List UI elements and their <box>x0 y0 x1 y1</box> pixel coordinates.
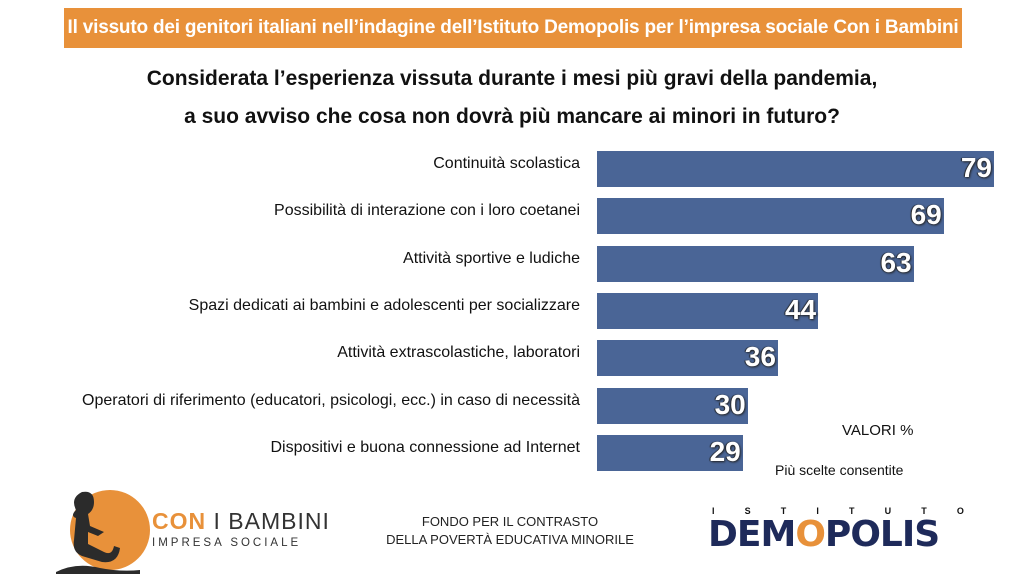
demopolis-top-letter: S <box>744 506 751 516</box>
demopolis-top-letter: T <box>921 506 927 516</box>
category-label: Operatori di riferimento (educatori, psi… <box>82 391 580 409</box>
bar <box>597 387 748 424</box>
chart-question: Considerata l’esperienza vissuta durante… <box>0 60 1024 136</box>
demopolis-top-letter: O <box>956 506 964 516</box>
demopolis-letter: D <box>708 514 738 555</box>
bar <box>597 151 994 187</box>
category-label: Continuità scolastica <box>433 155 580 172</box>
value-label: 36 <box>744 341 776 373</box>
fondo-text: FONDO PER IL CONTRASTO DELLA POVERTÀ EDU… <box>340 513 680 549</box>
value-label: 29 <box>709 435 741 467</box>
demopolis-top-letter: T <box>780 506 787 516</box>
demopolis-letter: I <box>901 514 915 555</box>
demopolis-top-letter: I <box>816 506 819 516</box>
multi-choice-note: Più scelte consentite <box>775 462 904 478</box>
question-line-2: a suo avviso che cosa non dovrà più manc… <box>184 105 840 128</box>
category-label: Spazi dedicati ai bambini e adolescenti … <box>188 296 580 314</box>
demopolis-top-letter: T <box>849 506 855 516</box>
con-i-bambini-logo-icon <box>56 490 150 574</box>
bar <box>597 340 778 377</box>
demopolis-letter: O <box>795 514 826 555</box>
con-i-bambini-subtitle: IMPRESA SOCIALE <box>152 537 302 549</box>
question-line-1: Considerata l’esperienza vissuta durante… <box>146 67 878 90</box>
value-label: 79 <box>960 152 992 183</box>
demopolis-top-letter: I <box>712 506 715 516</box>
wordmark-prefix: CON <box>152 508 207 534</box>
value-label: 30 <box>714 388 746 420</box>
value-label: 69 <box>910 199 942 231</box>
fondo-line-1: FONDO PER IL CONTRASTO <box>421 514 599 529</box>
bar <box>597 245 914 282</box>
demopolis-letter: E <box>736 514 762 555</box>
demopolis-logo: DEMOPOLIS <box>708 514 940 555</box>
demopolis-letter: P <box>824 514 851 555</box>
value-label: 63 <box>880 246 912 278</box>
value-label: 44 <box>784 293 817 325</box>
demopolis-letter: M <box>760 514 796 555</box>
title-banner: Il vissuto dei genitori italiani nell’in… <box>64 8 962 48</box>
bar <box>597 198 944 235</box>
demopolis-letter: O <box>850 514 881 555</box>
fondo-line-2: DELLA POVERTÀ EDUCATIVA MINORILE <box>386 532 634 547</box>
bar <box>597 292 819 329</box>
bar <box>597 434 743 471</box>
demopolis-letter: S <box>914 514 940 555</box>
category-label: Dispositivi e buona connessione ad Inter… <box>270 438 580 456</box>
demopolis-letter: L <box>879 514 903 555</box>
category-label: Attività extrascolastiche, laboratori <box>337 344 580 362</box>
unit-note: VALORI % <box>842 422 914 439</box>
category-label: Possibilità di interazione con i loro co… <box>274 202 580 220</box>
wordmark-name: I BAMBINI <box>213 508 330 534</box>
demopolis-top-letter: U <box>884 506 892 516</box>
con-i-bambini-wordmark: CON I BAMBINI <box>152 508 330 535</box>
category-label: Attività sportive e ludiche <box>403 249 580 267</box>
